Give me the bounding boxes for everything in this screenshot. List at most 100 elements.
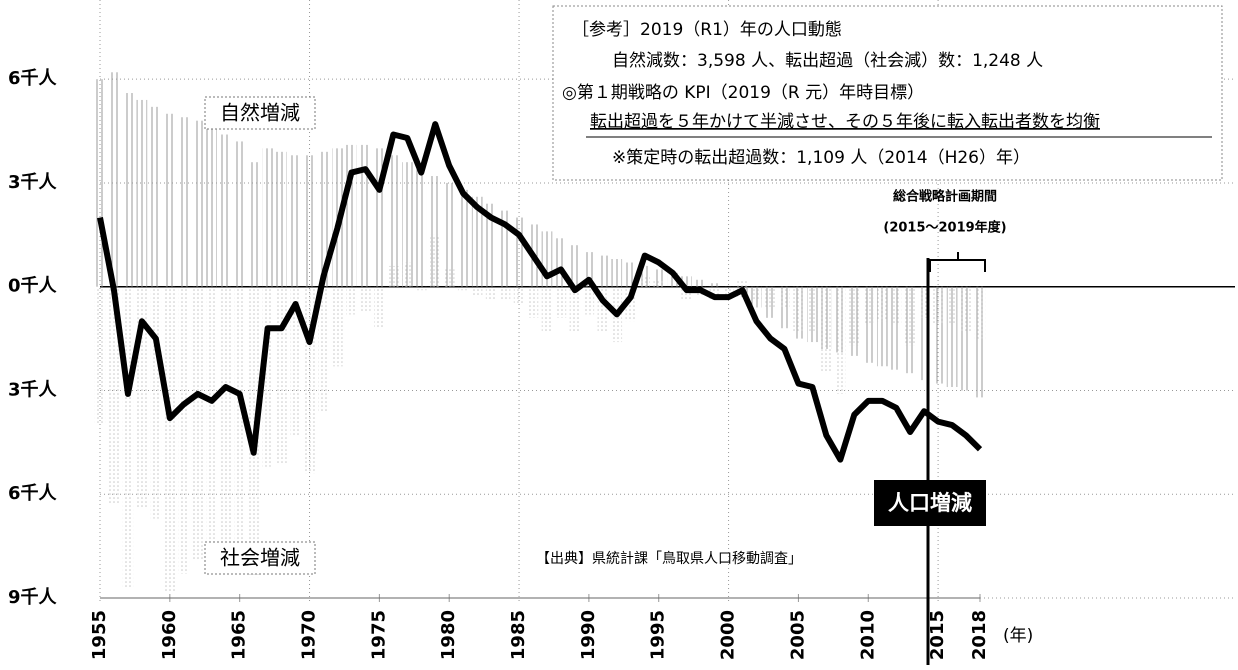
bar <box>304 286 315 474</box>
bar <box>625 286 637 322</box>
bar <box>779 286 790 308</box>
y-tick-label: 3千人 <box>8 379 58 400</box>
bar <box>639 276 650 287</box>
bar <box>443 182 455 287</box>
x-tick-label: 2018 <box>969 610 990 660</box>
x-tick-label: 1955 <box>89 610 110 660</box>
x-tick-label: 1985 <box>508 610 529 660</box>
bar <box>597 255 609 287</box>
bar <box>918 286 930 381</box>
bar <box>122 286 134 588</box>
bar <box>178 286 190 574</box>
bar <box>402 262 413 287</box>
lines <box>97 121 983 463</box>
y-tick-label: 6千人 <box>8 68 58 89</box>
x-tick-label: 1995 <box>648 610 669 660</box>
bar <box>611 259 623 287</box>
bar <box>136 99 148 287</box>
bar <box>457 189 469 287</box>
bar <box>946 286 958 325</box>
bar <box>374 148 385 287</box>
bar <box>932 286 944 325</box>
series-label: 人口増減 <box>888 491 972 515</box>
line <box>97 121 983 463</box>
x-tick-label: 2015 <box>927 610 948 660</box>
bar <box>150 106 162 287</box>
bar <box>108 286 120 505</box>
bar <box>527 286 539 318</box>
bar <box>416 286 427 291</box>
bar <box>430 176 441 287</box>
source: 【出典】県統計課「鳥取県人口移動調査」 <box>536 551 802 567</box>
bar <box>667 272 678 287</box>
x-tick-label: 1970 <box>299 610 320 660</box>
bar <box>541 231 553 287</box>
bar <box>723 286 734 298</box>
bar <box>206 286 217 560</box>
bar <box>751 286 762 301</box>
y-tick-label: 9千人 <box>8 587 58 608</box>
bar <box>849 286 860 346</box>
bar <box>597 286 609 332</box>
x-tick-label: 1975 <box>368 610 389 660</box>
bar <box>374 286 385 329</box>
bar <box>485 286 497 301</box>
bar <box>835 286 846 394</box>
note-line: ※策定時の転出超過数：1,109 人（2014（H26）年） <box>612 148 1030 168</box>
x-tick-label: 2000 <box>718 610 739 660</box>
bar <box>485 203 497 287</box>
bar <box>863 286 874 325</box>
bar <box>541 286 553 332</box>
bars <box>94 72 986 592</box>
bar <box>974 286 986 339</box>
bar <box>192 286 204 560</box>
bar <box>765 286 776 308</box>
bar <box>471 286 483 298</box>
bar <box>276 151 287 287</box>
bar <box>625 262 637 287</box>
bar <box>471 196 483 287</box>
x-tick-label: 1980 <box>438 610 459 660</box>
bar <box>583 286 595 315</box>
bar <box>876 286 888 367</box>
bar <box>793 286 804 332</box>
bar <box>430 234 441 287</box>
bar <box>890 286 902 370</box>
bar <box>821 286 832 374</box>
bar <box>248 162 259 287</box>
bar <box>276 286 287 464</box>
bar <box>876 286 888 322</box>
bar <box>416 169 427 287</box>
bar <box>192 120 204 287</box>
label-box <box>874 480 986 526</box>
bar <box>122 93 134 287</box>
label-box <box>204 96 316 130</box>
bar <box>94 79 106 287</box>
bar <box>709 286 720 301</box>
plan-bracket <box>929 252 986 272</box>
x-tick-label: 1960 <box>159 610 180 660</box>
bar <box>402 162 413 287</box>
bar <box>457 286 469 291</box>
bar <box>513 217 525 287</box>
bar <box>346 286 357 315</box>
bar <box>960 286 972 391</box>
bar <box>388 265 399 287</box>
bar <box>94 286 106 426</box>
bar <box>234 141 245 287</box>
bar <box>136 286 148 509</box>
bar <box>653 279 664 287</box>
bar <box>709 283 720 287</box>
bar <box>904 286 916 346</box>
bar <box>737 279 748 287</box>
bar <box>681 276 692 287</box>
bar <box>108 72 120 287</box>
bar <box>583 252 595 287</box>
bar <box>653 269 664 287</box>
note-line: 転出超過を５年かけて半減させ、その５年後に転入転出者数を均衡 <box>590 112 1100 132</box>
bar <box>360 144 371 287</box>
bar <box>499 210 511 287</box>
bar <box>262 148 273 287</box>
bar <box>513 286 525 304</box>
